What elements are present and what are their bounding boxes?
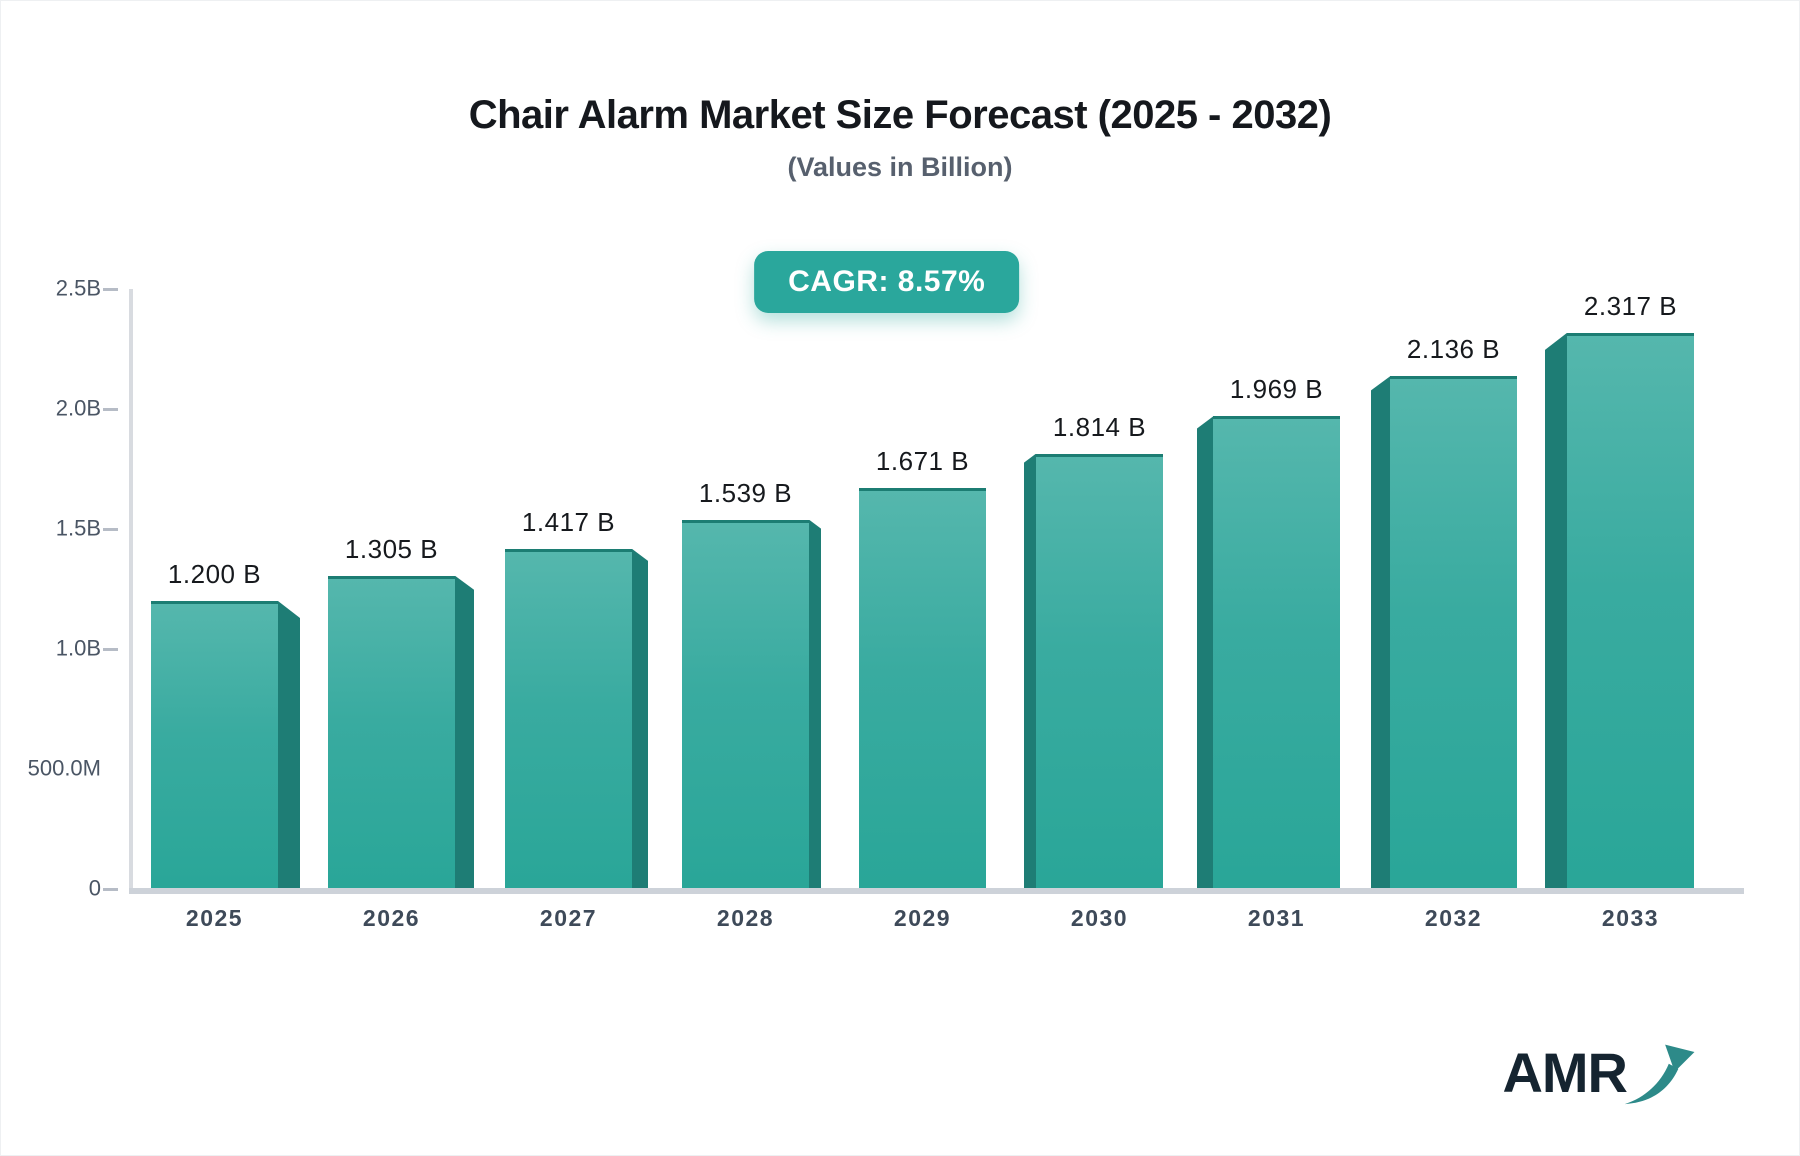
chart-subtitle: (Values in Billion) xyxy=(787,152,1013,182)
growth-arrow-icon xyxy=(1624,1044,1695,1105)
bar-side-2033 xyxy=(1545,332,1567,893)
x-tick-label-2026: 2026 xyxy=(362,905,421,931)
amr-logo-text: AMR xyxy=(1502,1041,1628,1104)
bar-2028 xyxy=(682,519,809,893)
y-tick-label: 2.5B xyxy=(55,275,101,301)
bar-side-2031 xyxy=(1197,416,1213,893)
value-label-2030: 1.814 B xyxy=(1052,411,1147,442)
y-tick-dash xyxy=(103,888,118,891)
y-axis-line xyxy=(129,289,133,889)
bar-2032 xyxy=(1390,376,1517,893)
y-tick-dash xyxy=(103,648,118,651)
value-label-2028: 1.539 B xyxy=(698,477,793,508)
bar-side-2030 xyxy=(1024,453,1036,893)
x-tick-label-2028: 2028 xyxy=(716,905,775,931)
x-tick-label-2033: 2033 xyxy=(1601,905,1660,931)
bar-2025 xyxy=(151,601,278,893)
value-label-2033: 2.317 B xyxy=(1583,290,1678,321)
bar-side-2025 xyxy=(278,601,300,893)
y-tick-dash xyxy=(103,288,118,291)
y-tick-label: 2.0B xyxy=(55,395,101,421)
chart-title: Chair Alarm Market Size Forecast (2025 -… xyxy=(468,93,1332,137)
y-tick-dash xyxy=(103,528,118,531)
x-tick-label-2031: 2031 xyxy=(1247,905,1306,931)
bar-2030 xyxy=(1036,453,1163,893)
y-tick-label: 500.0M xyxy=(27,755,101,781)
value-label-2029: 1.671 B xyxy=(875,445,970,476)
x-tick-label-2025: 2025 xyxy=(185,905,244,931)
value-label-2032: 2.136 B xyxy=(1406,334,1501,365)
x-tick-label-2030: 2030 xyxy=(1070,905,1129,931)
cagr-badge: CAGR: 8.57% xyxy=(754,251,1020,313)
chart-header: Chair Alarm Market Size Forecast (2025 -… xyxy=(61,93,1739,183)
bar-side-2026 xyxy=(455,575,474,893)
x-tick-label-2029: 2029 xyxy=(893,905,952,931)
x-axis-baseline xyxy=(129,888,1744,894)
bar-2026 xyxy=(328,575,455,893)
bar-2027 xyxy=(505,548,632,893)
bar-side-2032 xyxy=(1371,376,1390,893)
bar-side-2028 xyxy=(809,519,821,893)
value-label-2027: 1.417 B xyxy=(521,506,616,537)
value-label-2031: 1.969 B xyxy=(1229,374,1324,405)
value-label-2026: 1.305 B xyxy=(344,533,439,564)
amr-logo: AMR xyxy=(1502,1045,1699,1107)
x-tick-label-2027: 2027 xyxy=(539,905,598,931)
bar-2031 xyxy=(1213,416,1340,893)
bar-2033 xyxy=(1567,332,1694,893)
y-tick-label: 1.5B xyxy=(55,515,101,541)
y-tick-dash xyxy=(103,408,118,411)
value-label-2025: 1.200 B xyxy=(167,559,262,589)
y-tick-label: 0 xyxy=(88,875,101,901)
y-tick-label: 1.0B xyxy=(55,635,101,661)
bar-2029 xyxy=(859,487,986,893)
x-tick-label-2032: 2032 xyxy=(1424,905,1483,931)
bar-side-2027 xyxy=(632,548,648,893)
